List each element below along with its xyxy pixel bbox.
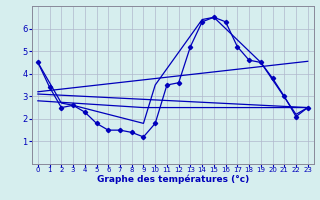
X-axis label: Graphe des températures (°c): Graphe des températures (°c) (97, 174, 249, 184)
